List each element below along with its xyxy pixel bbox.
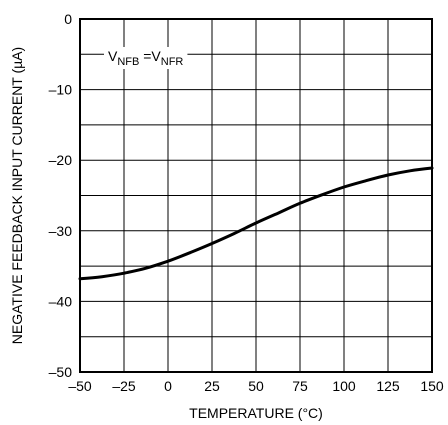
x-tick-label: –50 — [68, 378, 92, 394]
annotation-background — [104, 47, 188, 69]
y-tick-label: –20 — [49, 152, 73, 168]
y-axis-ticks: 0 –10 –20 –30 –40 –50 — [49, 11, 73, 380]
series-line — [78, 166, 434, 281]
annotation-label: VNFB =VNFR — [104, 47, 188, 69]
annotation-text: VNFB =VNFR — [108, 48, 183, 68]
annotation-sub-nfr: NFR — [161, 56, 184, 68]
x-tick-label: –25 — [112, 378, 136, 394]
x-tick-label: 25 — [204, 378, 220, 394]
x-tick-label: 100 — [332, 378, 356, 394]
y-tick-label: 0 — [64, 11, 72, 27]
grid — [80, 19, 432, 372]
annotation-equals-v: =V — [139, 48, 161, 64]
y-tick-label: –30 — [49, 223, 73, 239]
x-tick-label: 50 — [248, 378, 264, 394]
y-tick-label: –10 — [49, 82, 73, 98]
x-tick-label: 75 — [292, 378, 308, 394]
y-tick-label: –50 — [49, 364, 73, 380]
plot-frame — [79, 18, 433, 373]
x-tick-label: 0 — [164, 378, 172, 394]
x-axis-title: TEMPERATURE (°C) — [189, 405, 323, 421]
annotation-v1: V — [108, 48, 118, 64]
y-axis-title: NEGATIVE FEEDBACK INPUT CURRENT (µA) — [9, 47, 25, 344]
annotation-sub-nfb: NFB — [117, 56, 139, 68]
y-tick-label: –40 — [49, 293, 73, 309]
x-axis-ticks: –50 –25 0 25 50 75 100 125 150 — [68, 378, 444, 394]
x-tick-label: 125 — [376, 378, 400, 394]
x-tick-label: 150 — [420, 378, 444, 394]
